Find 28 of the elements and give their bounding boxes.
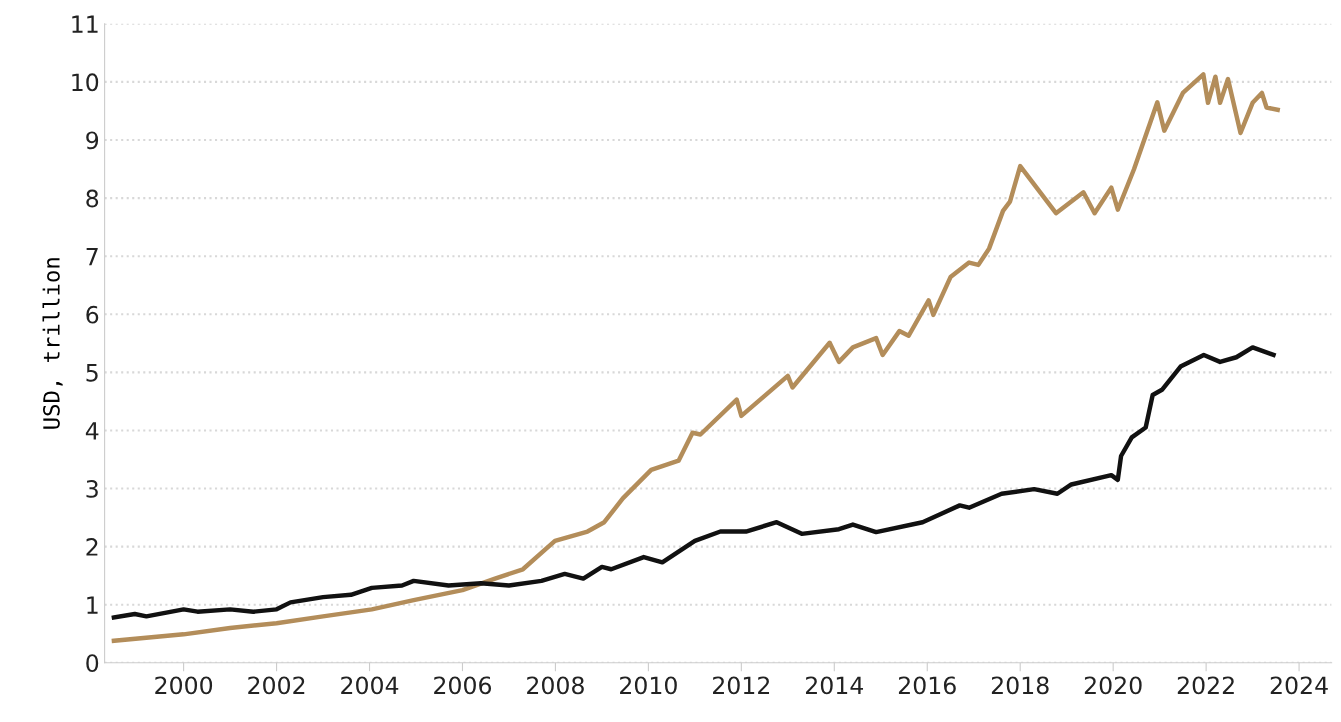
x-tick-label: 2010 <box>620 676 677 695</box>
y-tick-label: 11 <box>72 15 98 33</box>
y-tick-label: 7 <box>86 247 98 266</box>
x-tick-label: 2016 <box>898 676 956 695</box>
y-tick-label: 10 <box>72 73 99 92</box>
line-series <box>111 345 1276 620</box>
y-tick-label: 6 <box>86 305 99 324</box>
y-axis-title: USD, trillion <box>42 258 63 429</box>
y-tick-label: 9 <box>86 131 99 150</box>
x-tick-label: 2024 <box>1270 676 1328 695</box>
y-tick-label: 8 <box>86 189 99 208</box>
x-tick-label: 2002 <box>248 676 305 695</box>
line-series <box>111 72 1280 643</box>
x-tick-label: 2006 <box>434 676 492 695</box>
y-tick-label: 2 <box>86 538 98 556</box>
x-tick-label: 2012 <box>713 676 770 695</box>
x-tick-label: 2000 <box>155 676 213 695</box>
y-tick-label: 1 <box>87 596 98 614</box>
y-tick-label: 3 <box>86 479 98 498</box>
y-tick-label: 0 <box>86 654 99 673</box>
x-tick-label: 2022 <box>1177 676 1234 695</box>
y-tick-label: 4 <box>85 422 99 440</box>
y-tick-label: 5 <box>86 364 98 382</box>
x-tick-label: 2004 <box>341 676 399 695</box>
x-tick-label: 2014 <box>805 676 864 695</box>
x-tick-label: 2008 <box>527 676 584 695</box>
x-tick-label: 2018 <box>991 676 1049 695</box>
x-tick-label: 2020 <box>1084 676 1142 695</box>
